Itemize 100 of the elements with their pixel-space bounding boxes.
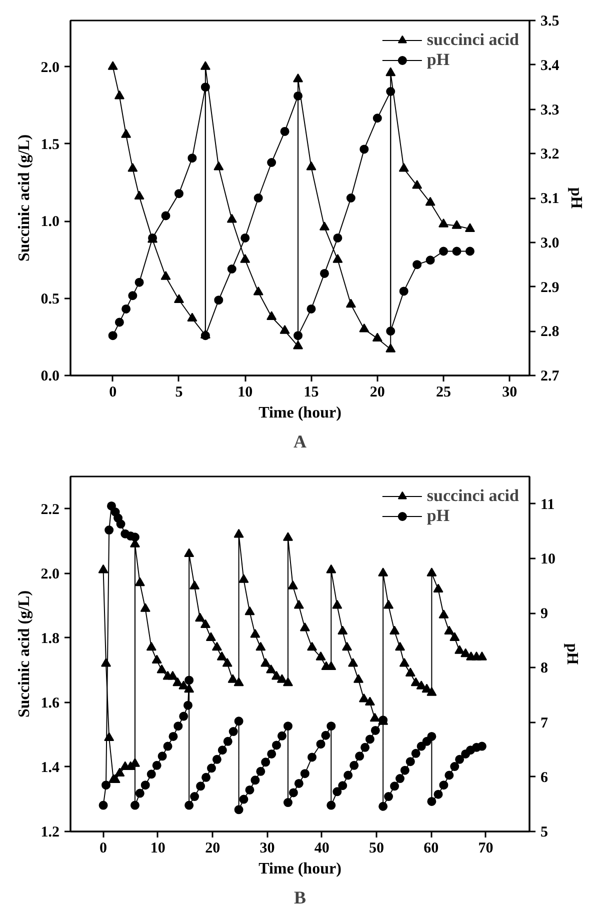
legend-label: pH <box>426 506 450 526</box>
y-tick-label: 0.5 <box>40 291 60 308</box>
y2-tick-label: 3.5 <box>540 14 560 30</box>
y-tick-label: 1.0 <box>40 214 60 230</box>
point <box>294 331 303 340</box>
point <box>114 90 124 100</box>
point <box>294 91 303 100</box>
y-tick-label: 2.2 <box>40 502 60 518</box>
y-tick-label: 1.6 <box>40 695 60 712</box>
y-tick-label: 0.0 <box>40 368 60 384</box>
point <box>254 194 263 202</box>
y-axis-title: Succinic acid (g/L) <box>16 590 33 718</box>
x-tick-label: 0 <box>100 840 108 856</box>
point <box>346 194 356 202</box>
x-tick-label: 20 <box>370 384 385 400</box>
point <box>452 246 462 256</box>
point <box>386 67 396 76</box>
point <box>188 154 197 163</box>
y2-tick-label: 3.3 <box>540 102 560 118</box>
point <box>346 298 356 308</box>
text: B <box>294 888 306 908</box>
point <box>306 304 316 314</box>
x-tick-label: 10 <box>238 384 253 400</box>
point <box>293 73 304 82</box>
y-tick-label: 1.2 <box>40 824 60 840</box>
point <box>200 61 210 70</box>
x-tick-label: 10 <box>150 840 166 856</box>
point <box>360 144 369 154</box>
point <box>319 222 330 230</box>
point <box>128 162 138 172</box>
point <box>439 246 448 256</box>
x-axis-title: Time (hour) <box>258 404 342 422</box>
point <box>306 161 316 170</box>
point <box>320 268 329 278</box>
point <box>267 158 276 167</box>
point <box>227 264 236 274</box>
point <box>134 278 144 287</box>
y-tick-label: 1.4 <box>40 760 60 776</box>
point <box>134 190 144 200</box>
point <box>293 340 304 350</box>
point <box>359 324 370 332</box>
legend-label: succinci acid <box>426 486 519 506</box>
point <box>174 189 184 198</box>
y2-tick-label: 2.7 <box>540 368 560 384</box>
point <box>412 180 422 189</box>
y-tick-label: 1.5 <box>40 136 60 153</box>
y-axis-title: Succinic acid (g/L) <box>16 134 33 262</box>
x-tick-label: 40 <box>314 840 330 856</box>
y2-axis-title: pH <box>567 187 584 210</box>
point <box>114 318 124 327</box>
point <box>452 220 462 229</box>
x-tick-label: 25 <box>436 384 452 400</box>
point <box>128 291 138 300</box>
x-tick-label: 0 <box>109 384 117 400</box>
y2-tick-label: 10 <box>540 551 556 568</box>
y2-tick-label: 8 <box>540 660 548 677</box>
point <box>386 87 396 96</box>
point <box>333 233 342 242</box>
point <box>386 344 396 352</box>
x-tick-label: 5 <box>175 384 183 400</box>
point <box>240 233 250 242</box>
x-tick-label: 30 <box>260 840 275 856</box>
point <box>280 325 290 334</box>
y-tick-label: 1.8 <box>40 630 60 647</box>
point <box>226 214 237 223</box>
y2-tick-label: 7 <box>540 715 548 732</box>
y2-tick-label: 2.9 <box>540 280 560 296</box>
point <box>253 286 264 296</box>
point <box>214 161 224 170</box>
point <box>214 296 224 305</box>
legend-label: succinci acid <box>426 30 519 50</box>
y2-tick-label: 6 <box>540 770 548 786</box>
point <box>372 114 382 123</box>
point <box>425 196 436 206</box>
x-tick-label: 15 <box>304 384 319 400</box>
x-axis-title: Time (hour) <box>258 860 342 878</box>
y2-tick-label: 3.2 <box>540 146 560 163</box>
point <box>122 304 131 314</box>
y-tick-label: 2.0 <box>40 60 60 76</box>
y2-axis-title: pH <box>564 643 580 666</box>
y2-tick-label: 11 <box>540 496 555 513</box>
x-tick-label: 50 <box>369 840 384 856</box>
point <box>399 286 408 296</box>
y2-tick-label: 5 <box>540 824 548 840</box>
point <box>464 223 475 232</box>
point <box>280 126 290 136</box>
point <box>174 294 184 303</box>
y-tick-label: 2.0 <box>40 566 60 582</box>
point <box>160 271 171 280</box>
point <box>266 311 277 320</box>
point <box>240 254 250 263</box>
point <box>187 312 198 322</box>
point <box>412 260 422 270</box>
point <box>200 82 210 92</box>
point <box>332 254 343 263</box>
y2-tick-label: 2.8 <box>540 324 560 340</box>
point <box>108 61 118 70</box>
x-tick-label: 20 <box>205 840 220 856</box>
legend-label: pH <box>426 50 450 70</box>
point <box>426 256 435 265</box>
